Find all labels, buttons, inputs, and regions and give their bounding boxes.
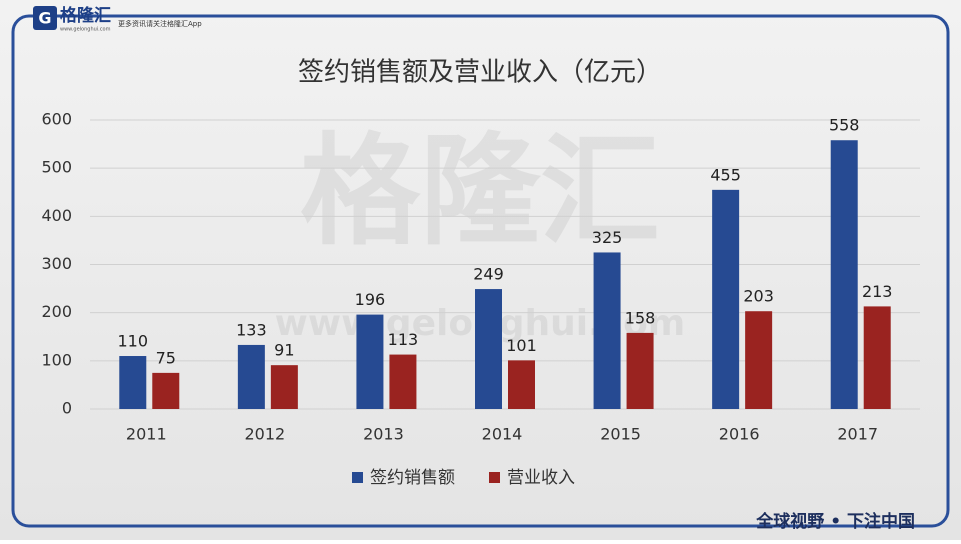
y-tick-label: 600	[41, 110, 72, 129]
slogan: 全球视野 • 下注中国	[755, 511, 915, 532]
y-tick-label: 300	[41, 254, 72, 273]
y-tick-label: 200	[41, 302, 72, 321]
x-tick-label: 2015	[600, 425, 641, 444]
data-label: 158	[625, 308, 656, 327]
bar	[270, 365, 298, 409]
bar	[830, 140, 858, 410]
bar	[626, 332, 654, 409]
x-tick-label: 2014	[482, 425, 523, 444]
x-tick-label: 2017	[837, 425, 878, 444]
legend-label: 签约销售额	[370, 468, 455, 488]
data-label: 203	[743, 287, 774, 306]
legend-label: 营业收入	[507, 468, 575, 488]
data-label: 133	[236, 320, 267, 339]
legend-swatch	[352, 472, 363, 483]
data-label: 196	[355, 290, 386, 309]
frame	[11, 14, 950, 528]
data-label: 113	[388, 330, 419, 349]
data-label: 249	[473, 265, 504, 284]
data-label: 101	[506, 336, 537, 355]
data-label: 213	[862, 282, 893, 301]
legend-swatch	[489, 472, 500, 483]
logo-icon	[33, 6, 57, 30]
x-tick-label: 2011	[126, 425, 167, 444]
logo: 格隆汇	[60, 5, 111, 26]
data-label: 91	[274, 341, 294, 360]
bar	[593, 252, 621, 409]
bar	[152, 372, 180, 409]
bar	[475, 289, 502, 409]
tagline: 更多资讯请关注格隆汇App	[118, 19, 202, 28]
bar	[237, 344, 265, 409]
data-label: 110	[118, 332, 149, 351]
x-tick-label: 2012	[244, 425, 285, 444]
y-tick-label: 0	[62, 399, 72, 418]
y-tick-label: 500	[41, 158, 72, 177]
x-tick-label: 2016	[719, 425, 760, 444]
bar	[119, 356, 147, 409]
data-label: 325	[592, 228, 623, 247]
watermark: 格隆汇	[300, 123, 660, 262]
logo-icon-letter: G	[38, 9, 51, 28]
data-label: 455	[710, 165, 741, 184]
bar	[356, 314, 384, 409]
y-tick-label: 400	[41, 206, 72, 225]
chart-title: 签约销售额及营业收入（亿元）	[298, 58, 662, 88]
data-label: 558	[829, 116, 860, 135]
bar	[863, 306, 891, 409]
bar	[508, 360, 535, 409]
bar	[389, 354, 417, 409]
bar	[745, 311, 773, 409]
logo-url: www.gelonghui.com	[60, 27, 111, 33]
data-label: 75	[156, 348, 176, 367]
bar	[712, 189, 740, 409]
y-tick-label: 100	[41, 350, 72, 369]
x-tick-label: 2013	[363, 425, 404, 444]
